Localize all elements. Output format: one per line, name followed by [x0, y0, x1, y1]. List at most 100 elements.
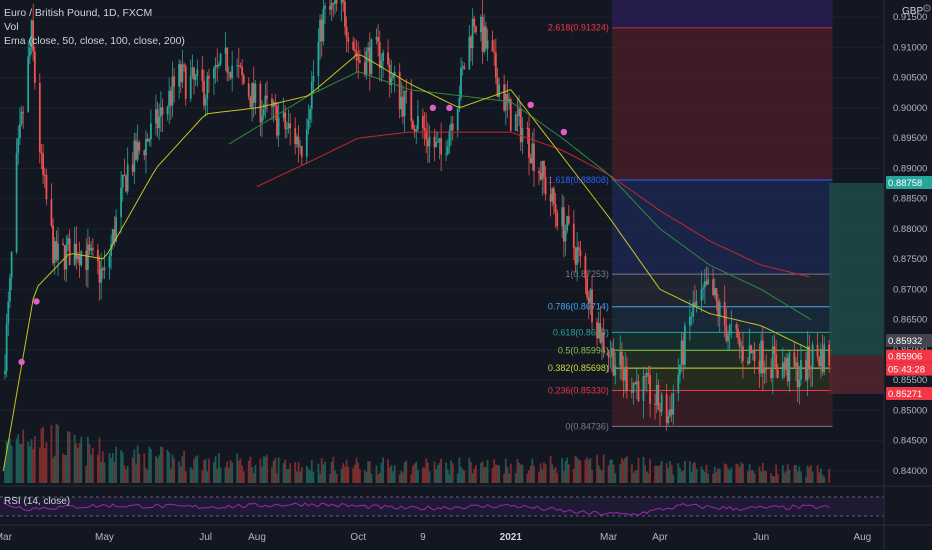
price-tick-label: 0.84500 [893, 436, 927, 447]
candle-body [135, 140, 137, 160]
volume-bar [688, 461, 691, 483]
legend-symbol[interactable]: Euro / British Pound, 1D, FXCM [4, 7, 153, 19]
volume-bar [110, 457, 113, 483]
volume-bar [85, 465, 88, 483]
volume-bar [519, 464, 522, 483]
candle-body [274, 102, 277, 106]
candle-body [113, 229, 116, 242]
candle-body [181, 64, 184, 83]
candle-body [213, 67, 215, 79]
volume-bar [445, 462, 447, 483]
fib-label: 0.5(0.85994) [558, 345, 609, 355]
candle-body [289, 123, 292, 129]
candle-body [309, 109, 312, 120]
candle-body [138, 142, 141, 151]
projection-box [829, 183, 885, 395]
price-badge-label: 0.85271 [888, 389, 922, 400]
volume-bar [171, 454, 174, 483]
candle-body [498, 84, 501, 97]
volume-bar [405, 460, 408, 483]
candle-body [251, 83, 253, 108]
candle-body [471, 18, 474, 49]
candle-body [121, 175, 124, 188]
candle-body [509, 99, 512, 131]
volume-bar [138, 454, 141, 483]
volume-bar [387, 459, 389, 483]
candle-body [410, 91, 413, 121]
candle-body [607, 350, 610, 358]
volume-bar [528, 470, 530, 483]
candle-body [159, 107, 162, 117]
candle-body [620, 351, 623, 368]
candle-body [549, 194, 552, 202]
volume-bar [526, 473, 529, 483]
volume-bar [805, 476, 807, 483]
candle-body [287, 123, 290, 129]
volume-bar [90, 454, 93, 483]
time-tick-label: 9 [420, 532, 426, 543]
volume-bar [446, 469, 449, 483]
volume-bar [682, 470, 685, 483]
volume-bar [227, 468, 230, 483]
candle-body [150, 123, 152, 140]
legend-ema[interactable]: Ema (close, 50, close, 100, close, 200) [4, 35, 185, 47]
price-tick-label: 0.87000 [893, 284, 927, 295]
volume-bar [496, 464, 499, 483]
candle-body [576, 247, 579, 265]
volume-bar [398, 474, 401, 483]
candle-body [493, 51, 496, 53]
volume-bar [53, 455, 56, 483]
candle-body [785, 357, 787, 370]
volume-bar [299, 471, 302, 483]
volume-bar [644, 465, 647, 483]
volume-bar [758, 466, 761, 483]
volume-bar [264, 456, 267, 483]
candle-body [748, 345, 751, 364]
candle-body [219, 53, 222, 65]
candle-body [201, 69, 204, 81]
volume-bars [4, 423, 831, 483]
candle-body [357, 56, 360, 61]
candle-body [249, 96, 252, 108]
candle-body [625, 366, 628, 392]
candle-body [672, 393, 675, 415]
candle-body [475, 26, 477, 33]
candle-body [143, 150, 146, 156]
candle-body [239, 65, 242, 67]
volume-bar [247, 460, 250, 483]
volume-bar [274, 457, 277, 483]
volume-bar [363, 470, 366, 483]
volume-bar [630, 464, 633, 483]
volume-bar [358, 469, 361, 483]
volume-bar [747, 471, 749, 483]
candle-body [544, 177, 547, 195]
candle-body [539, 173, 542, 180]
settings-icon[interactable]: ⚙ [922, 3, 932, 15]
price-axis: 0.91500 0.91000 0.90500 0.90000 0.89500 0.890… [883, 0, 932, 550]
time-tick-label: Mar [0, 532, 13, 543]
volume-bar [287, 468, 290, 483]
volume-bar [378, 472, 381, 483]
candle-body [670, 409, 673, 415]
legend-volume[interactable]: Vol [4, 21, 19, 33]
candle-body [584, 256, 587, 279]
candle-body [460, 67, 462, 98]
rsi-legend[interactable]: RSI (14, close) [4, 496, 71, 507]
candle-body [171, 76, 174, 106]
candle-body [101, 268, 104, 271]
candle-body [586, 278, 588, 298]
candle-body [468, 36, 471, 70]
volume-bar [276, 473, 278, 483]
candle-body [166, 106, 169, 115]
price-tick-label: 0.91500 [893, 12, 927, 23]
candle-body [684, 325, 686, 365]
volume-bar [763, 471, 766, 483]
volume-bar [9, 438, 11, 483]
volume-bar [184, 471, 187, 483]
candle-body [340, 0, 343, 4]
candle-body [375, 37, 378, 40]
candle-body [370, 39, 373, 75]
rsi-line [3, 502, 830, 516]
candle-body [819, 348, 822, 367]
